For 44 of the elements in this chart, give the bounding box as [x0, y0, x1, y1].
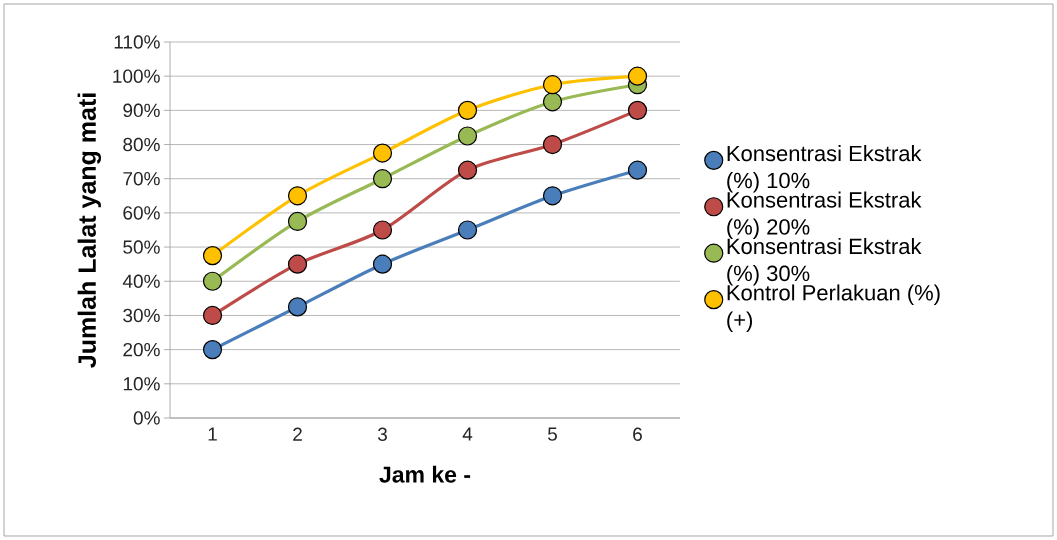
y-axis-title: Jumlah Lalat yang mati: [77, 93, 102, 368]
y-tick-label: 40%: [122, 274, 160, 288]
point: [287, 211, 308, 232]
x-tick-label: 1: [208, 427, 217, 441]
legend-label: Kontrol Perlakuan (%) (+): [727, 284, 940, 332]
point: [372, 169, 393, 189]
point: [542, 186, 563, 206]
point: [287, 186, 308, 206]
point: [542, 75, 563, 95]
y-tick-label: 20%: [123, 342, 160, 357]
y-tick-label: 0%: [133, 411, 160, 425]
point: [457, 220, 478, 240]
y-tick-label: 30%: [123, 308, 160, 323]
point: [542, 92, 563, 112]
point: [542, 134, 563, 155]
x-tick-label: 5: [547, 427, 557, 441]
x-axis-title: Jam ke -: [379, 465, 471, 483]
y-tick-label: 60%: [123, 206, 160, 220]
point: [457, 100, 478, 120]
point: [202, 246, 223, 266]
point: [372, 143, 393, 163]
point: [627, 160, 648, 180]
y-tick-label: 100%: [113, 69, 160, 83]
point: [457, 126, 478, 146]
point: [627, 100, 648, 120]
y-tick-label: 70%: [123, 171, 160, 186]
x-tick-label: 4: [462, 427, 473, 441]
point: [202, 271, 223, 291]
y-tick-label: 50%: [123, 240, 160, 254]
point: [202, 340, 223, 360]
point: [287, 297, 308, 317]
x-tick-label: 3: [377, 427, 387, 441]
point: [457, 160, 478, 180]
x-tick-label: 6: [633, 427, 642, 441]
point: [372, 220, 393, 240]
point: [202, 305, 223, 326]
point: [627, 66, 648, 86]
x-tick-label: 2: [293, 427, 302, 441]
point: [287, 254, 308, 274]
point: [372, 254, 393, 274]
y-tick-label: 90%: [123, 103, 160, 118]
y-tick-label: 110%: [114, 35, 160, 49]
y-tick-label: 80%: [123, 137, 160, 152]
y-tick-label: 10%: [123, 377, 160, 391]
